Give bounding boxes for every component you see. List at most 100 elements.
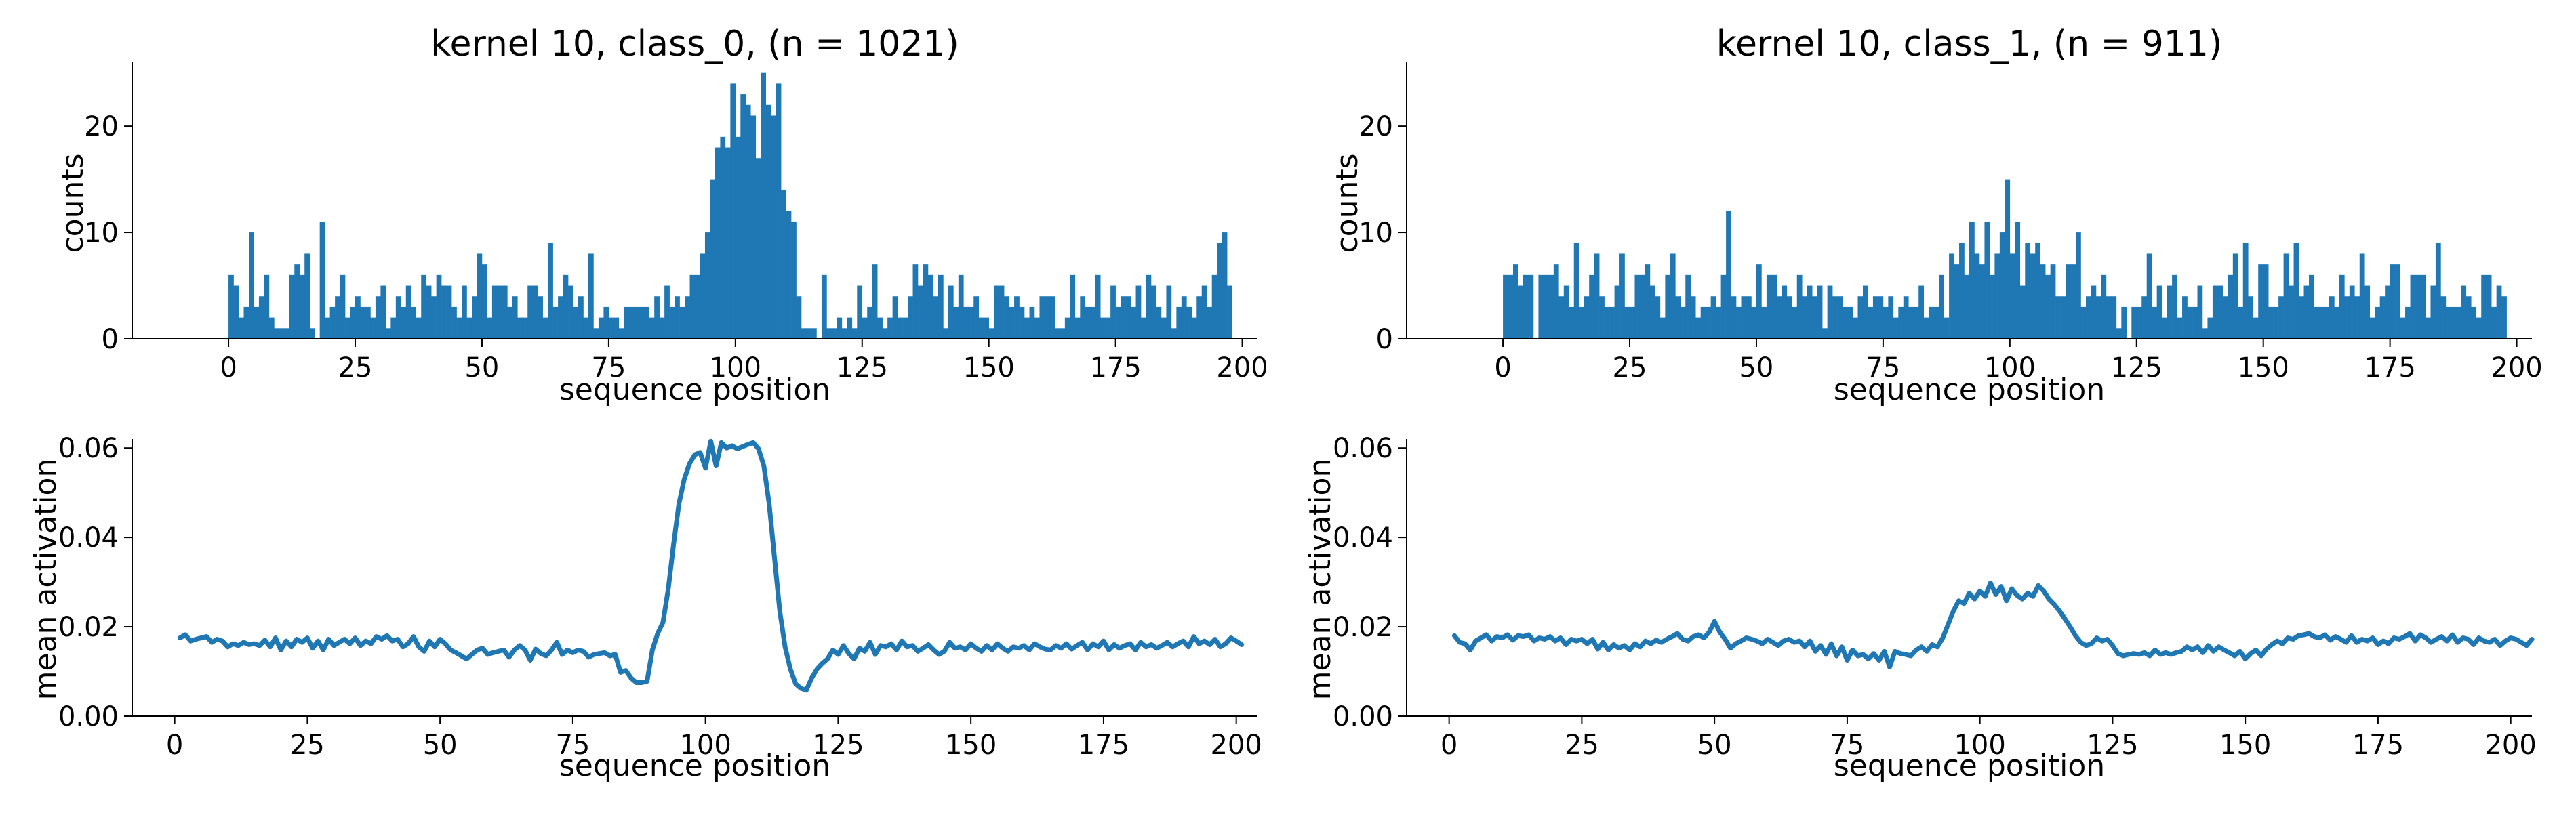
bar (999, 285, 1005, 339)
bar (1868, 306, 1874, 339)
bar (725, 147, 731, 339)
bar (2375, 306, 2380, 339)
bar (299, 274, 305, 339)
bar (2050, 264, 2056, 339)
bar (2167, 285, 2173, 339)
bar (1508, 274, 1514, 339)
y-tick-label: 0.04 (58, 522, 119, 554)
bar (1690, 296, 1696, 339)
bar (239, 317, 244, 339)
bar (2440, 296, 2447, 339)
y-tick-label: 20 (84, 111, 119, 142)
bar (2299, 296, 2304, 339)
bar (1954, 264, 1960, 339)
y-tick-label: 20 (1359, 111, 1393, 142)
bar (695, 274, 700, 339)
bar (618, 328, 624, 339)
bar (441, 285, 447, 339)
bar (258, 296, 264, 339)
bar (2085, 296, 2091, 339)
bar (927, 274, 933, 339)
bar (1070, 274, 1076, 339)
x-tick-label: 0 (220, 352, 237, 383)
bar (1756, 264, 1762, 339)
bar (953, 306, 959, 339)
x-tick-label: 175 (1089, 352, 1141, 383)
bar (644, 306, 650, 339)
bar (578, 296, 584, 339)
bar (715, 147, 721, 339)
bar (1599, 296, 1605, 339)
panel-class0-activation: mean activation sequence position 0 25 50 7… (28, 433, 1262, 783)
bar (2415, 274, 2421, 339)
bar (1782, 285, 1788, 339)
bar (1191, 317, 1197, 339)
bar (2162, 317, 2167, 339)
bar (1710, 296, 1716, 339)
bar (689, 274, 696, 339)
bar (2359, 253, 2365, 339)
bar (1878, 296, 1884, 339)
bar (1695, 317, 1701, 339)
bar (1680, 306, 1686, 339)
bar (994, 285, 999, 339)
bar (2197, 285, 2203, 339)
bar (1918, 285, 1925, 339)
x-tick-label: 25 (338, 352, 373, 383)
bar (2501, 296, 2507, 339)
bar (887, 317, 893, 339)
bar (2466, 296, 2472, 339)
bar (1222, 232, 1228, 339)
bar (872, 264, 878, 339)
y-tick-label: 10 (84, 217, 119, 249)
bar (755, 158, 761, 339)
bar (1080, 296, 1086, 339)
x-tick-label: 25 (1613, 352, 1647, 383)
bar (1186, 306, 1192, 339)
bar (882, 328, 888, 339)
bar (1659, 317, 1666, 339)
x-tick-label: 200 (2484, 730, 2536, 761)
bar (877, 317, 883, 339)
bar (978, 317, 984, 339)
bar (360, 306, 366, 339)
bar (401, 306, 407, 339)
bar (2005, 179, 2011, 339)
bar (892, 296, 898, 339)
bar (1898, 306, 1904, 339)
x-axis-label: sequence position (1834, 373, 2105, 407)
bar (2228, 274, 2234, 339)
bar (1716, 306, 1721, 339)
bar (1014, 296, 1020, 339)
bar (1843, 306, 1848, 339)
bar (1548, 274, 1554, 339)
bar (776, 83, 782, 339)
bar (2152, 306, 2157, 339)
bar (1639, 274, 1645, 339)
bar (958, 274, 964, 339)
bar (1538, 274, 1544, 339)
bar (710, 179, 716, 339)
bar (1786, 296, 1792, 339)
bar (1771, 274, 1777, 339)
bar (2207, 317, 2213, 339)
bar (1201, 285, 1207, 339)
bar (477, 253, 483, 339)
bar (2303, 285, 2310, 339)
bar (654, 296, 660, 339)
bar (2314, 306, 2320, 339)
bar (1009, 306, 1015, 339)
y-axis-label: mean activation (28, 459, 63, 701)
bar (421, 274, 426, 339)
bar (1796, 274, 1803, 339)
series-line (1451, 580, 2535, 669)
bar (2425, 317, 2431, 339)
bar (2030, 253, 2036, 339)
bar (2015, 222, 2021, 339)
bar (471, 296, 477, 339)
bar (390, 317, 397, 339)
bar (254, 306, 260, 339)
bar (497, 285, 503, 339)
bar (1176, 306, 1182, 339)
bar (1761, 306, 1767, 339)
